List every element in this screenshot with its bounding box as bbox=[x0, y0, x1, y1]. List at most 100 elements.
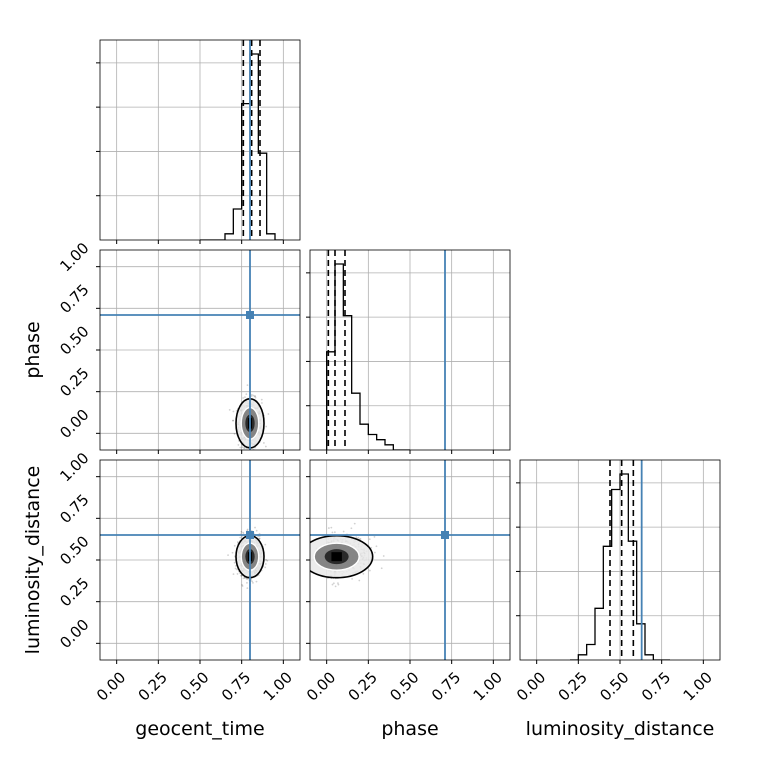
scatter-point bbox=[255, 529, 258, 532]
scatter-point bbox=[337, 582, 339, 585]
scatter-point bbox=[245, 577, 248, 580]
scatter-point bbox=[251, 580, 254, 583]
scatter-point bbox=[245, 393, 248, 396]
scatter-point bbox=[252, 394, 255, 397]
xtick-label-4: 1.00 bbox=[260, 668, 296, 704]
scatter-point bbox=[266, 559, 269, 562]
scatter-point bbox=[351, 577, 354, 580]
scatter-point bbox=[242, 577, 245, 580]
scatter-point bbox=[232, 410, 235, 413]
scatter-point bbox=[246, 528, 249, 531]
scatter-point bbox=[234, 564, 237, 567]
scatter-point bbox=[261, 402, 263, 404]
panel-2-0: 0.000.250.500.751.000.00 0.25 0.50 0.75 1.00 bbox=[56, 449, 301, 705]
hist-bar-4 bbox=[360, 424, 368, 450]
xlabel-phase: phase bbox=[381, 718, 438, 740]
axes-layer: 0.000.250.500.751.000.000.250.500.751.00… bbox=[56, 39, 721, 705]
scatter-point bbox=[240, 530, 243, 533]
scatter-point bbox=[253, 395, 256, 398]
xlabel-luminosity-distance: luminosity_distance bbox=[526, 718, 715, 740]
ytick-label-2: 0.50 bbox=[56, 322, 92, 358]
scatter-point bbox=[241, 583, 243, 586]
scatter-point bbox=[232, 419, 235, 422]
scatter-point bbox=[342, 530, 345, 533]
scatter-point bbox=[265, 425, 268, 428]
scatter-point bbox=[246, 587, 249, 589]
xtick-label-1: 0.25 bbox=[345, 668, 381, 704]
xtick-label-0: 0.00 bbox=[93, 668, 129, 704]
scatter-point bbox=[262, 442, 265, 444]
scatter-point bbox=[330, 526, 333, 529]
hist-bar-3 bbox=[352, 393, 360, 450]
xlabel-geocent-time: geocent_time bbox=[135, 718, 264, 740]
scatter-point bbox=[264, 563, 267, 565]
scatter-point bbox=[350, 527, 353, 530]
scatter-point bbox=[233, 561, 236, 564]
scatter-point bbox=[239, 536, 242, 539]
grid bbox=[100, 250, 300, 450]
ytick-label-0: 0.00 bbox=[56, 406, 92, 442]
contour-inner bbox=[313, 542, 360, 571]
xtick-label-2: 0.50 bbox=[596, 668, 632, 704]
scatter-point bbox=[228, 408, 231, 411]
scatter-point bbox=[368, 569, 371, 572]
scatter-point bbox=[252, 581, 254, 584]
scatter-point bbox=[242, 397, 245, 399]
hist-step-luminosity_distance bbox=[570, 473, 670, 660]
hist-bar-8 bbox=[267, 234, 275, 240]
hist-bar-7 bbox=[385, 445, 393, 450]
scatter-point bbox=[382, 555, 385, 557]
scatter-point bbox=[327, 527, 330, 529]
scatter-point bbox=[370, 546, 373, 549]
grid bbox=[100, 40, 300, 240]
scatter-point bbox=[353, 522, 356, 525]
xtick-label-0: 0.00 bbox=[303, 668, 339, 704]
ytick-label-3: 0.75 bbox=[56, 491, 92, 527]
scatter-point bbox=[362, 572, 365, 575]
scatter-point bbox=[265, 558, 267, 561]
panel-2-1: 0.00 0.25 0.50 0.75 1.00 bbox=[303, 459, 511, 705]
hist-step-phase bbox=[326, 263, 410, 450]
scatter-point bbox=[337, 583, 340, 586]
scatter-point bbox=[232, 573, 235, 576]
scatter-point bbox=[242, 531, 245, 534]
scatter-point bbox=[240, 574, 242, 577]
scatter-point bbox=[359, 537, 362, 540]
scatter-point bbox=[236, 452, 238, 454]
hist-bar-6 bbox=[377, 440, 385, 450]
scatter-point bbox=[254, 526, 256, 529]
scatter-point bbox=[237, 444, 240, 446]
truth-marker bbox=[246, 311, 254, 319]
scatter-point bbox=[331, 583, 334, 586]
ytick-label-2: 0.50 bbox=[56, 532, 92, 568]
panel-2-2: 0.00 0.25 0.50 0.75 1.00 bbox=[513, 459, 721, 705]
scatter-point bbox=[264, 543, 267, 546]
scatter-point bbox=[248, 456, 250, 458]
scatter-point bbox=[243, 462, 245, 464]
scatter-point bbox=[243, 447, 245, 449]
xtick-label-2: 0.50 bbox=[176, 668, 212, 704]
scatter-point bbox=[243, 447, 246, 449]
scatter-point bbox=[232, 419, 234, 422]
ytick-label-1: 0.25 bbox=[56, 364, 92, 400]
scatter-point bbox=[233, 544, 236, 547]
xtick-label-3: 0.75 bbox=[638, 668, 674, 704]
scatter-point bbox=[243, 576, 246, 579]
scatter-point bbox=[264, 566, 267, 569]
scatter-point bbox=[358, 579, 361, 582]
scatter-point bbox=[357, 536, 360, 539]
scatter-point bbox=[227, 554, 229, 556]
scatter-point bbox=[260, 398, 263, 401]
scatter-point bbox=[255, 580, 258, 583]
scatter-point bbox=[241, 585, 244, 587]
scatter-point bbox=[240, 574, 243, 577]
scatter-point bbox=[375, 545, 378, 548]
density-peak bbox=[331, 552, 342, 562]
plot-area bbox=[100, 250, 300, 471]
xtick-label-1: 0.25 bbox=[135, 668, 171, 704]
scatter-point bbox=[368, 538, 371, 541]
xtick-label-1: 0.25 bbox=[555, 668, 591, 704]
scatter-point bbox=[246, 469, 248, 471]
hist-bar-9 bbox=[645, 655, 653, 660]
